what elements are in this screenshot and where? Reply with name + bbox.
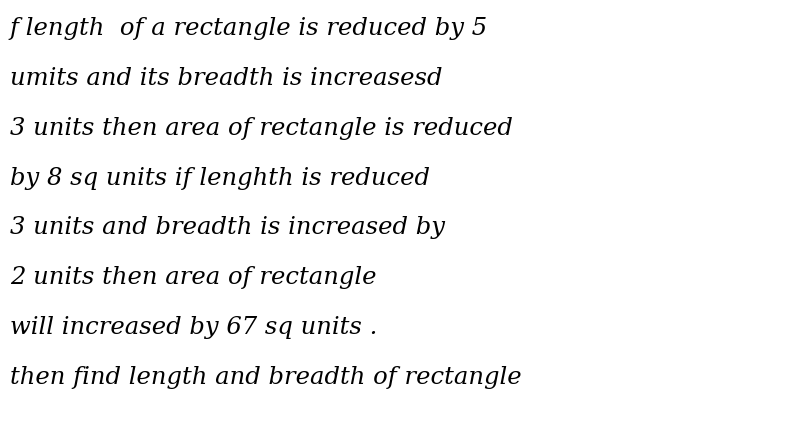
Text: then find length and breadth of rectangle: then find length and breadth of rectangl… [10,366,521,389]
Text: umits and its breadth is increasesd: umits and its breadth is increasesd [10,67,442,90]
Text: by 8 sq units if lenghth is reduced: by 8 sq units if lenghth is reduced [10,167,429,190]
Text: will increased by 67 sq units .: will increased by 67 sq units . [10,316,376,339]
Text: 2 units then area of rectangle: 2 units then area of rectangle [10,266,375,289]
Text: 3 units and breadth is increased by: 3 units and breadth is increased by [10,216,444,239]
Text: 3 units then area of rectangle is reduced: 3 units then area of rectangle is reduce… [10,117,512,140]
Text: f length  of a rectangle is reduced by 5: f length of a rectangle is reduced by 5 [10,17,487,40]
